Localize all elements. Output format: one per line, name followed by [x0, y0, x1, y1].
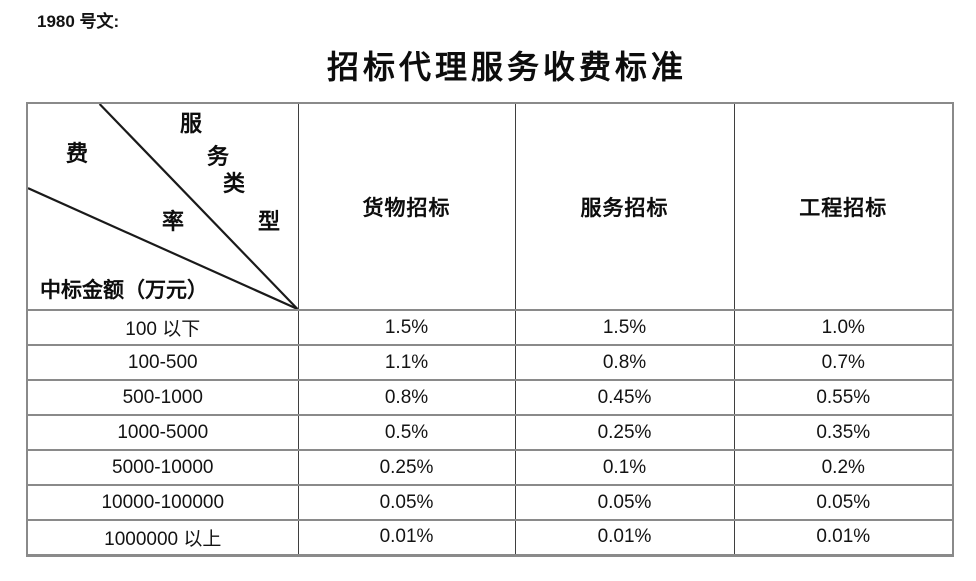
table-row: 1000-5000 0.5% 0.25% 0.35% — [26, 414, 954, 451]
rate-cell: 1.5% — [514, 309, 735, 346]
rate-cell: 0.35% — [733, 414, 954, 451]
rate-cell: 0.05% — [514, 484, 735, 521]
amount-cell: 100 以下 — [26, 309, 299, 346]
rate-cell: 0.25% — [297, 449, 516, 486]
rate-cell: 0.1% — [514, 449, 735, 486]
table-header-row: 服 务 类 型 费 率 中标金额（万元） 货物招标 服务招标 工程招标 — [26, 102, 954, 311]
amount-cell: 100-500 — [26, 344, 299, 381]
rate-cell: 0.5% — [297, 414, 516, 451]
rate-cell: 0.8% — [297, 379, 516, 416]
corner-type-char-2: 务 — [206, 144, 230, 169]
corner-amount-label: 中标金额（万元） — [40, 277, 208, 302]
rate-cell: 0.25% — [514, 414, 735, 451]
rate-cell: 0.45% — [514, 379, 735, 416]
corner-type-char-1: 服 — [179, 111, 203, 136]
corner-rate-char-1: 费 — [65, 141, 89, 166]
corner-type-char-4: 型 — [257, 209, 281, 234]
fee-table: 服 务 类 型 费 率 中标金额（万元） 货物招标 服务招标 工程招标 100 … — [26, 102, 954, 557]
rate-cell: 1.5% — [297, 309, 516, 346]
col-header-engineering: 工程招标 — [733, 102, 954, 311]
table-row: 5000-10000 0.25% 0.1% 0.2% — [26, 449, 954, 486]
rate-cell: 0.2% — [733, 449, 954, 486]
table-row: 500-1000 0.8% 0.45% 0.55% — [26, 379, 954, 416]
rate-cell: 0.7% — [733, 344, 954, 381]
col-header-goods: 货物招标 — [297, 102, 516, 311]
diagonal-line-lower — [28, 187, 297, 308]
table-row: 100 以下 1.5% 1.5% 1.0% — [26, 309, 954, 346]
rate-cell: 0.01% — [297, 519, 516, 556]
col-header-services: 服务招标 — [514, 102, 735, 311]
rate-cell: 0.55% — [733, 379, 954, 416]
table-row: 10000-100000 0.05% 0.05% 0.05% — [26, 484, 954, 521]
table-row: 100-500 1.1% 0.8% 0.7% — [26, 344, 954, 381]
corner-type-char-3: 类 — [222, 171, 246, 196]
diagonal-lines — [28, 105, 297, 308]
amount-cell: 1000000 以上 — [26, 519, 299, 556]
rate-cell: 0.01% — [514, 519, 735, 556]
amount-cell: 10000-100000 — [26, 484, 299, 521]
rate-cell: 1.1% — [297, 344, 516, 381]
amount-cell: 1000-5000 — [26, 414, 299, 451]
diagonal-line-upper — [99, 105, 297, 308]
rate-cell: 1.0% — [733, 309, 954, 346]
table-row: 1000000 以上 0.01% 0.01% 0.01% — [26, 519, 954, 556]
rate-cell: 0.05% — [297, 484, 516, 521]
rate-cell: 0.01% — [733, 519, 954, 556]
amount-cell: 5000-10000 — [26, 449, 299, 486]
amount-cell: 500-1000 — [26, 379, 299, 416]
rate-cell: 0.05% — [733, 484, 954, 521]
rate-cell: 0.8% — [514, 344, 735, 381]
doc-number-label: 1980 号文: — [37, 12, 120, 31]
corner-rate-char-2: 率 — [161, 209, 185, 234]
page-title: 招标代理服务收费标准 — [326, 49, 687, 85]
diagonal-corner-cell: 服 务 类 型 费 率 中标金额（万元） — [26, 102, 299, 311]
